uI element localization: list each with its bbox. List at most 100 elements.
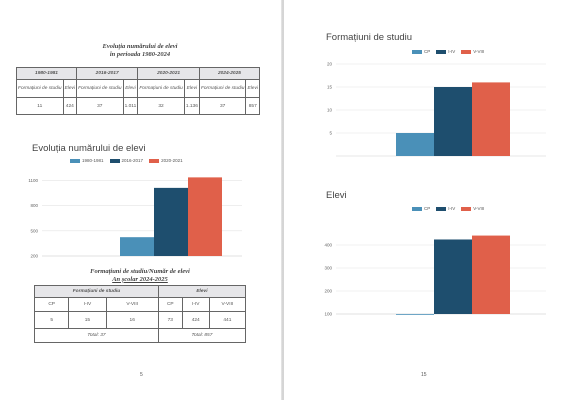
value-cell: 32 [137, 97, 185, 115]
legend-label: 2020-2021 [161, 158, 183, 164]
value-cell: 1.136 [183, 97, 200, 115]
value-cell: 16 [105, 311, 159, 329]
subheader-cell: V-VIII [208, 297, 247, 312]
legend-swatch [412, 49, 422, 54]
subheader-cell: I-IV [181, 297, 210, 312]
bar [434, 239, 472, 314]
left-page: Evoluția numărului de elevi în perioada … [0, 0, 282, 400]
bar [154, 187, 188, 256]
legend-label: V-VIII [473, 206, 485, 212]
total-cell: Total: 857 [157, 328, 247, 343]
table1-title: Evoluția numărului de elevi în perioada … [40, 43, 240, 59]
period-header: 1980-1981 [15, 67, 78, 80]
subheader-cell: Formațiuni de studiu [198, 79, 247, 98]
page-number: 5 [140, 372, 143, 378]
y-tick-label: 10 [327, 108, 333, 113]
chart-elevi: 100 200 300 400 [324, 235, 546, 317]
table2-title-line1: Formațiuni de studiu/Număr de elevi [90, 268, 190, 275]
y-tick-label: 200 [30, 254, 38, 259]
legend-item: 1980-1981 [70, 158, 104, 163]
y-tick-label: 800 [30, 203, 38, 208]
subheader-cell: CP [157, 297, 183, 312]
value-cell: 424 [181, 311, 210, 329]
legend-swatch [461, 49, 472, 54]
legend-label: CP [424, 49, 431, 55]
legend-item: CP [412, 206, 430, 211]
subheader-cell: Formațiuni de studiu [76, 79, 124, 98]
subheader-cell: Elevi [62, 79, 78, 98]
bar [434, 87, 472, 156]
value-cell: 15 [68, 311, 107, 329]
legend-item: V-VIII [461, 49, 484, 54]
legend-label: I-IV [448, 206, 456, 212]
value-cell: 857 [245, 97, 260, 115]
bar [472, 82, 510, 156]
y-tick-label: 1100 [28, 178, 38, 183]
group-header: Formațiuni de studiu [34, 285, 159, 298]
value-cell: 11 [16, 97, 64, 115]
evolution-table: 1980-1981 2016-2017 2020-2021 2024-2025 … [15, 67, 261, 115]
y-tick-label: 5 [329, 131, 332, 136]
book-gutter [281, 0, 285, 400]
subheader-cell: CP [33, 297, 70, 312]
table1-title-line1: Evoluția numărului de elevi [102, 43, 178, 50]
chart-elevi-evolution: 200 500 800 1100 [28, 177, 242, 259]
legend-swatch [149, 158, 160, 163]
subheader-cell: Formațiuni de studiu [16, 79, 64, 98]
total-cell: Total: 37 [34, 328, 159, 343]
value-cell: 5 [33, 311, 70, 329]
legend-label: V-VIII [473, 49, 485, 55]
value-cell: 1.011 [122, 97, 139, 115]
value-cell: 441 [208, 311, 247, 329]
legend-item: 2020-2021 [149, 158, 183, 163]
legend-label: 2016-2017 [121, 158, 144, 164]
bar [472, 235, 510, 314]
legend-item: I-IV [436, 206, 455, 211]
legend-label: CP [424, 206, 431, 212]
subheader-cell: I-IV [68, 297, 107, 312]
chart-formations: 5 10 15 20 [327, 62, 546, 157]
value-cell: 73 [157, 311, 183, 329]
legend-swatch [109, 158, 120, 163]
subheader-cell: Elevi [122, 79, 139, 98]
y-tick-label: 300 [324, 266, 332, 271]
legend-item: I-IV [436, 49, 455, 54]
subheader-cell: V-VIII [105, 297, 159, 312]
y-tick-label: 20 [327, 62, 333, 67]
y-tick-label: 500 [30, 228, 38, 233]
bar [396, 314, 434, 315]
bar [120, 237, 154, 256]
legend-swatch [70, 158, 80, 163]
chart-formations-legend: CP I-IV V-VIII [412, 49, 490, 54]
legend-swatch [436, 206, 447, 211]
table2-title: Formațiuni de studiu/Număr de elevi An ș… [30, 268, 250, 284]
period-header: 2020-2021 [137, 67, 200, 80]
y-tick-label: 100 [324, 312, 332, 317]
bar [188, 177, 222, 256]
table1-title-line2: în perioada 1980-2024 [109, 51, 171, 58]
chart-elevi-title: Elevi [326, 190, 347, 201]
right-page: Formațiuni de studiu CP I-IV V-VIII 5 10 15 2… [284, 0, 566, 400]
legend-swatch [436, 49, 447, 54]
subheader-cell: Formațiuni de studiu [137, 79, 185, 98]
group-header: Elevi [157, 285, 247, 298]
y-tick-label: 15 [327, 85, 333, 90]
legend-label: I-IV [448, 49, 456, 55]
bar [396, 133, 434, 156]
y-tick-label: 400 [324, 243, 332, 248]
legend-item: V-VIII [461, 206, 484, 211]
chart-elevi-legend: CP I-IV V-VIII [412, 206, 490, 211]
subheader-cell: Elevi [183, 79, 200, 98]
value-cell: 424 [62, 97, 78, 115]
chart-elevi-evolution-title: Evoluția numărului de elevi [32, 143, 146, 154]
legend-swatch [412, 206, 422, 211]
table2-title-line2: An școlar 2024-2025 [112, 276, 168, 283]
chart-elevi-evolution-legend: 1980-1981 2016-2017 2020-2021 [70, 158, 189, 163]
value-cell: 37 [76, 97, 124, 115]
period-header: 2024-2025 [198, 67, 261, 80]
legend-label: 1980-1981 [82, 158, 104, 164]
period-header: 2016-2017 [76, 67, 139, 80]
formations-table: Formațiuni de studiu Elevi CP I-IV V-VII… [33, 285, 247, 343]
subheader-cell: Elevi [245, 79, 260, 98]
legend-item: CP [412, 49, 430, 54]
